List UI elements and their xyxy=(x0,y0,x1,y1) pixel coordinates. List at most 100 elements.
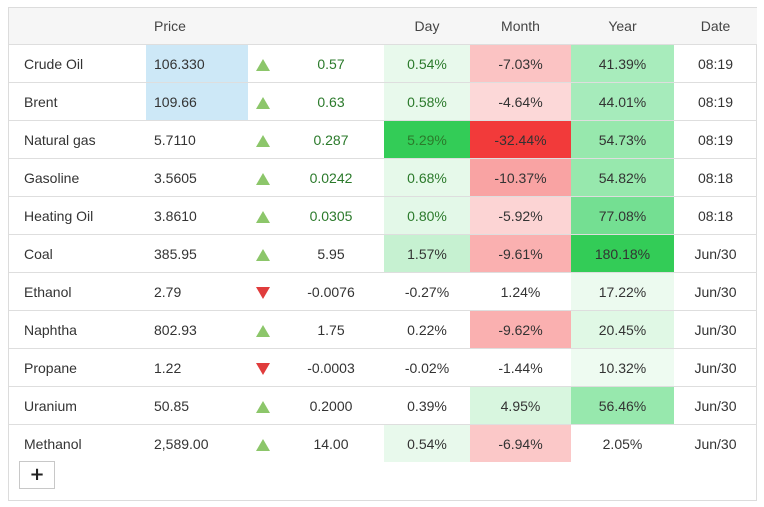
table-row[interactable]: Crude Oil 106.330 0.57 0.54% -7.03% 41.39% 08:… xyxy=(9,44,757,83)
header-year[interactable]: Year xyxy=(571,8,674,45)
day-change-cell: 0.54% xyxy=(384,44,470,83)
change-cell: -0.0003 xyxy=(278,348,384,387)
date-cell: 08:19 xyxy=(674,44,757,83)
arrow-up-icon xyxy=(256,134,270,147)
price-cell: 3.5605 xyxy=(146,158,248,197)
arrow-up-icon xyxy=(256,438,270,451)
day-change-cell: 0.80% xyxy=(384,196,470,235)
arrow-up-icon xyxy=(256,248,270,261)
direction-cell xyxy=(248,272,278,311)
arrow-up-icon xyxy=(256,172,270,185)
direction-cell xyxy=(248,158,278,197)
change-cell: 0.287 xyxy=(278,120,384,159)
commodity-name: Propane xyxy=(9,348,146,387)
price-cell: 2.79 xyxy=(146,272,248,311)
direction-cell xyxy=(248,82,278,121)
price-cell: 1.22 xyxy=(146,348,248,387)
date-cell: 08:18 xyxy=(674,158,757,197)
table-row[interactable]: Coal 385.95 5.95 1.57% -9.61% 180.18% Jun/30 xyxy=(9,234,757,273)
direction-cell xyxy=(248,348,278,387)
header-month[interactable]: Month xyxy=(470,8,571,45)
table-row[interactable]: Heating Oil 3.8610 0.0305 0.80% -5.92% 77.08%… xyxy=(9,196,757,235)
date-cell: Jun/30 xyxy=(674,272,757,311)
year-change-cell: 54.73% xyxy=(571,120,674,159)
day-change-cell: 0.58% xyxy=(384,82,470,121)
day-change-cell: 1.57% xyxy=(384,234,470,273)
price-cell: 802.93 xyxy=(146,310,248,349)
year-change-cell: 20.45% xyxy=(571,310,674,349)
day-change-cell: 0.68% xyxy=(384,158,470,197)
month-change-cell: -5.92% xyxy=(470,196,571,235)
year-change-cell: 180.18% xyxy=(571,234,674,273)
commodity-name: Natural gas xyxy=(9,120,146,159)
date-cell: Jun/30 xyxy=(674,234,757,273)
year-change-cell: 77.08% xyxy=(571,196,674,235)
direction-cell xyxy=(248,310,278,349)
price-cell: 385.95 xyxy=(146,234,248,273)
change-cell: 0.57 xyxy=(278,44,384,83)
table-row[interactable]: Propane 1.22 -0.0003 -0.02% -1.44% 10.32% Jun/… xyxy=(9,348,757,387)
arrow-down-icon xyxy=(256,362,270,375)
month-change-cell: -6.94% xyxy=(470,424,571,462)
header-date[interactable]: Date xyxy=(674,8,757,45)
month-change-cell: -10.37% xyxy=(470,158,571,197)
day-change-cell: 5.29% xyxy=(384,120,470,159)
month-change-cell: -32.44% xyxy=(470,120,571,159)
change-cell: 1.75 xyxy=(278,310,384,349)
commodity-name: Crude Oil xyxy=(9,44,146,83)
commodity-name: Naphtha xyxy=(9,310,146,349)
table-row[interactable]: Methanol 2,589.00 14.00 0.54% -6.94% 2.05% Jun… xyxy=(9,424,757,462)
table-row[interactable]: Natural gas 5.7110 0.287 5.29% -32.44% 54.73%… xyxy=(9,120,757,159)
arrow-up-icon xyxy=(256,400,270,413)
commodity-name: Gasoline xyxy=(9,158,146,197)
date-cell: 08:18 xyxy=(674,196,757,235)
month-change-cell: 1.24% xyxy=(470,272,571,311)
header-arrow xyxy=(248,8,278,45)
commodity-name: Uranium xyxy=(9,386,146,425)
month-change-cell: -1.44% xyxy=(470,348,571,387)
commodity-name: Heating Oil xyxy=(9,196,146,235)
header-name xyxy=(9,8,146,45)
day-change-cell: -0.27% xyxy=(384,272,470,311)
change-cell: 14.00 xyxy=(278,424,384,462)
date-cell: 08:19 xyxy=(674,120,757,159)
table-row[interactable]: Ethanol 2.79 -0.0076 -0.27% 1.24% 17.22% Jun/3… xyxy=(9,272,757,311)
year-change-cell: 2.05% xyxy=(571,424,674,462)
year-change-cell: 44.01% xyxy=(571,82,674,121)
direction-cell xyxy=(248,44,278,83)
header-price[interactable]: Price xyxy=(146,8,248,45)
price-cell: 2,589.00 xyxy=(146,424,248,462)
date-cell: 08:19 xyxy=(674,82,757,121)
table-row[interactable]: Uranium 50.85 0.2000 0.39% 4.95% 56.46% Jun/30 xyxy=(9,386,757,425)
change-cell: 0.63 xyxy=(278,82,384,121)
year-change-cell: 10.32% xyxy=(571,348,674,387)
arrow-up-icon xyxy=(256,210,270,223)
price-cell: 5.7110 xyxy=(146,120,248,159)
price-cell: 109.66 xyxy=(146,82,248,121)
date-cell: Jun/30 xyxy=(674,424,757,462)
arrow-up-icon xyxy=(256,58,270,71)
price-cell: 3.8610 xyxy=(146,196,248,235)
direction-cell xyxy=(248,424,278,462)
day-change-cell: -0.02% xyxy=(384,348,470,387)
month-change-cell: -9.61% xyxy=(470,234,571,273)
table-row[interactable]: Brent 109.66 0.63 0.58% -4.64% 44.01% 08:19 xyxy=(9,82,757,121)
header-day[interactable]: Day xyxy=(384,8,470,45)
day-change-cell: 0.39% xyxy=(384,386,470,425)
table-row[interactable]: Gasoline 3.5605 0.0242 0.68% -10.37% 54.82% 08… xyxy=(9,158,757,197)
add-row-button[interactable]: + xyxy=(19,461,55,489)
direction-cell xyxy=(248,386,278,425)
header-change xyxy=(278,8,384,45)
direction-cell xyxy=(248,196,278,235)
change-cell: 0.0242 xyxy=(278,158,384,197)
commodities-table-panel: Price Day Month Year Date Crude Oil 106.3… xyxy=(8,7,757,501)
year-change-cell: 41.39% xyxy=(571,44,674,83)
year-change-cell: 56.46% xyxy=(571,386,674,425)
month-change-cell: -9.62% xyxy=(470,310,571,349)
year-change-cell: 17.22% xyxy=(571,272,674,311)
month-change-cell: -4.64% xyxy=(470,82,571,121)
change-cell: 5.95 xyxy=(278,234,384,273)
commodity-name: Methanol xyxy=(9,424,146,462)
table-row[interactable]: Naphtha 802.93 1.75 0.22% -9.62% 20.45% Jun/30 xyxy=(9,310,757,349)
year-change-cell: 54.82% xyxy=(571,158,674,197)
